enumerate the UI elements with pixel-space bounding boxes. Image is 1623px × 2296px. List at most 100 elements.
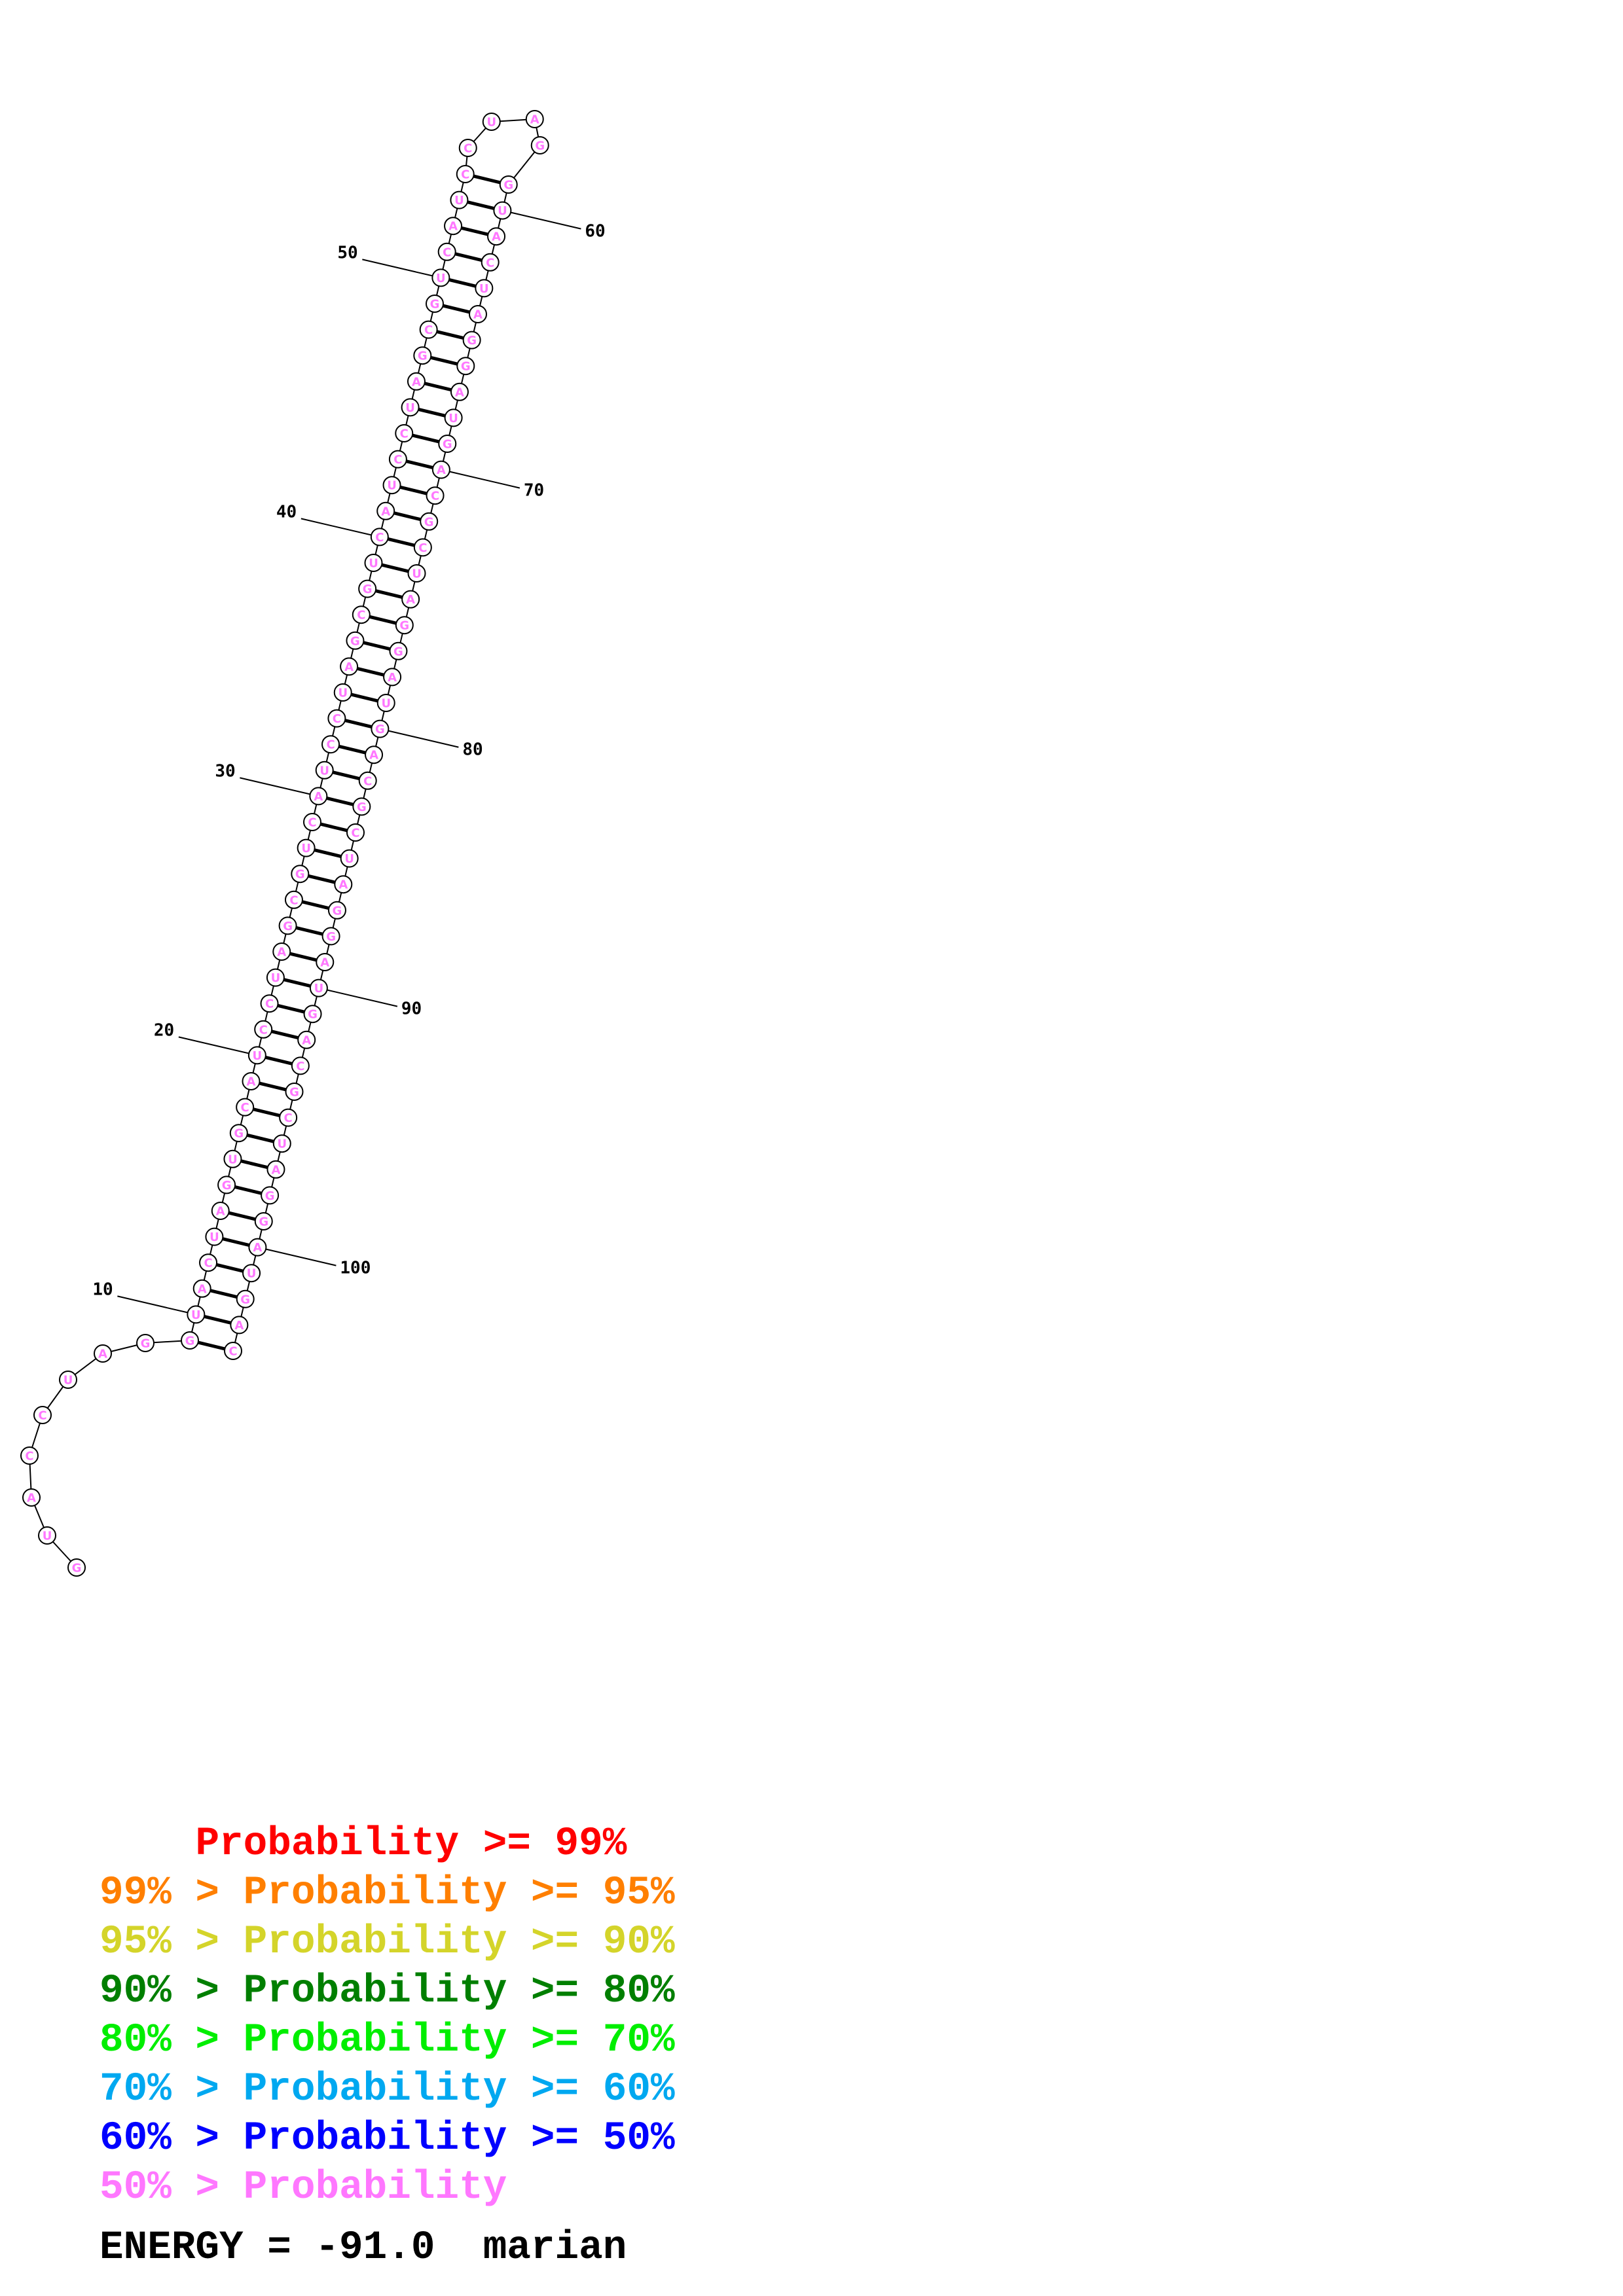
nucleotide-circle [266, 1160, 285, 1179]
nucleotide-circle [444, 217, 463, 236]
nucleotide: G [327, 901, 346, 920]
nucleotide: U [431, 268, 450, 287]
nucleotide-letter: U [436, 272, 446, 285]
base-pair-bond [412, 433, 440, 444]
nucleotide: A [297, 1030, 316, 1049]
nucleotide-letter: G [424, 515, 434, 529]
nucleotide-circle [266, 968, 285, 987]
nucleotide-letter: G [443, 438, 452, 452]
base-pair-bond [454, 252, 483, 262]
base-pair-bond [387, 537, 415, 547]
nucleotide-letter: U [454, 194, 464, 207]
nucleotide-circle [291, 1056, 310, 1075]
nucleotide-circle [401, 398, 420, 417]
nucleotide-circle [456, 165, 475, 183]
nucleotide: U [482, 113, 501, 131]
nucleotide-letter: A [247, 1075, 256, 1089]
nucleotide-circle [229, 1124, 248, 1143]
nucleotide-letter: C [393, 453, 402, 467]
nucleotide: C [481, 253, 500, 272]
nucleotide-letter: A [234, 1319, 244, 1333]
nucleotide-letter: G [240, 1293, 250, 1306]
nucleotide-letter: A [448, 220, 458, 234]
nucleotide: G [395, 616, 414, 635]
nucleotide-circle [278, 916, 297, 935]
nucleotide: U [450, 190, 469, 209]
nucleotide-letter: C [375, 531, 384, 545]
nucleotide-circle [192, 1279, 211, 1298]
nucleotide: A [407, 372, 426, 391]
base-pair-bond [253, 1107, 281, 1117]
nucleotide-letter: C [308, 816, 316, 830]
nucleotide: A [340, 657, 359, 676]
nucleotide-letter: U [338, 687, 348, 700]
nucleotide-letter: C [486, 256, 494, 270]
nucleotide-circle [284, 890, 303, 909]
nucleotide-letter: G [265, 1189, 275, 1203]
position-tick [388, 730, 459, 748]
nucleotide: U [242, 1264, 261, 1283]
nucleotide-letter: A [314, 790, 323, 804]
nucleotide: G [236, 1289, 255, 1308]
nucleotide-circle [303, 1005, 322, 1024]
nucleotide: A [266, 1160, 285, 1179]
nucleotide-circle [187, 1305, 206, 1324]
nucleotide-letter: A [198, 1282, 207, 1296]
nucleotide-letter: U [344, 852, 354, 866]
position-label: 90 [401, 999, 422, 1019]
nucleotide-circle [444, 408, 463, 427]
nucleotide-letter: G [141, 1337, 151, 1351]
energy-label: ENERGY = -91.0 marian [100, 2225, 627, 2270]
nucleotide-circle [333, 683, 352, 702]
position-label: 60 [585, 222, 605, 242]
nucleotide: A [309, 787, 328, 806]
nucleotide-circle [321, 735, 340, 754]
nucleotide-circle [334, 875, 353, 894]
nucleotide: U [407, 564, 426, 583]
nucleotide-letter: U [319, 764, 329, 778]
nucleotide-circle [419, 320, 438, 339]
base-pair-bond [204, 1315, 232, 1325]
nucleotide-circle [358, 771, 377, 790]
nucleotide-letter: C [333, 712, 341, 726]
base-pair-bond [222, 1237, 250, 1247]
legend-prefix: 90% > [100, 1969, 244, 2014]
nucleotide-letter: U [247, 1267, 257, 1281]
nucleotide-circle [431, 268, 450, 287]
nucleotide: C [291, 1056, 310, 1075]
legend-prefix: 95% > [100, 1920, 244, 1965]
base-pair-bond [295, 926, 323, 936]
base-pair-bond [381, 563, 409, 573]
nucleotide: G [254, 1212, 273, 1230]
nucleotide-circle [376, 694, 395, 712]
base-pair-bond [338, 744, 367, 755]
nucleotide: C [260, 994, 279, 1013]
nucleotide: A [192, 1279, 211, 1298]
nucleotide: G [217, 1175, 236, 1194]
legend-text: Probability >= 80% [243, 1969, 675, 2014]
nucleotide: A [316, 953, 335, 971]
nucleotide: A [444, 217, 463, 236]
nucleotide-letter: G [393, 645, 403, 658]
base-pair-bond [399, 485, 428, 495]
nucleotide: G [291, 865, 310, 884]
nucleotide: U [187, 1305, 206, 1324]
nucleotide: G [321, 927, 340, 946]
base-pair-bond [473, 174, 501, 185]
nucleotide: G [278, 916, 297, 935]
base-pair-bond [234, 1185, 263, 1195]
nucleotide: U [223, 1149, 242, 1168]
nucleotide-letter: U [412, 567, 422, 581]
base-pair-bond [357, 667, 385, 677]
legend-entry: 50% > Probability [100, 2163, 675, 2212]
nucleotide-letter: G [418, 350, 428, 363]
legend-entry: 70% > Probability >= 60% [100, 2065, 675, 2114]
legend-text: Probability >= 95% [243, 1871, 675, 1916]
nucleotide-letter: C [400, 427, 409, 441]
base-pair-bond [198, 1340, 225, 1351]
nucleotide-circle [248, 1238, 267, 1257]
base-pair-bond [332, 770, 360, 781]
nucleotide-circle [236, 1098, 255, 1117]
legend-text: Probability >= 90% [243, 1920, 675, 1965]
